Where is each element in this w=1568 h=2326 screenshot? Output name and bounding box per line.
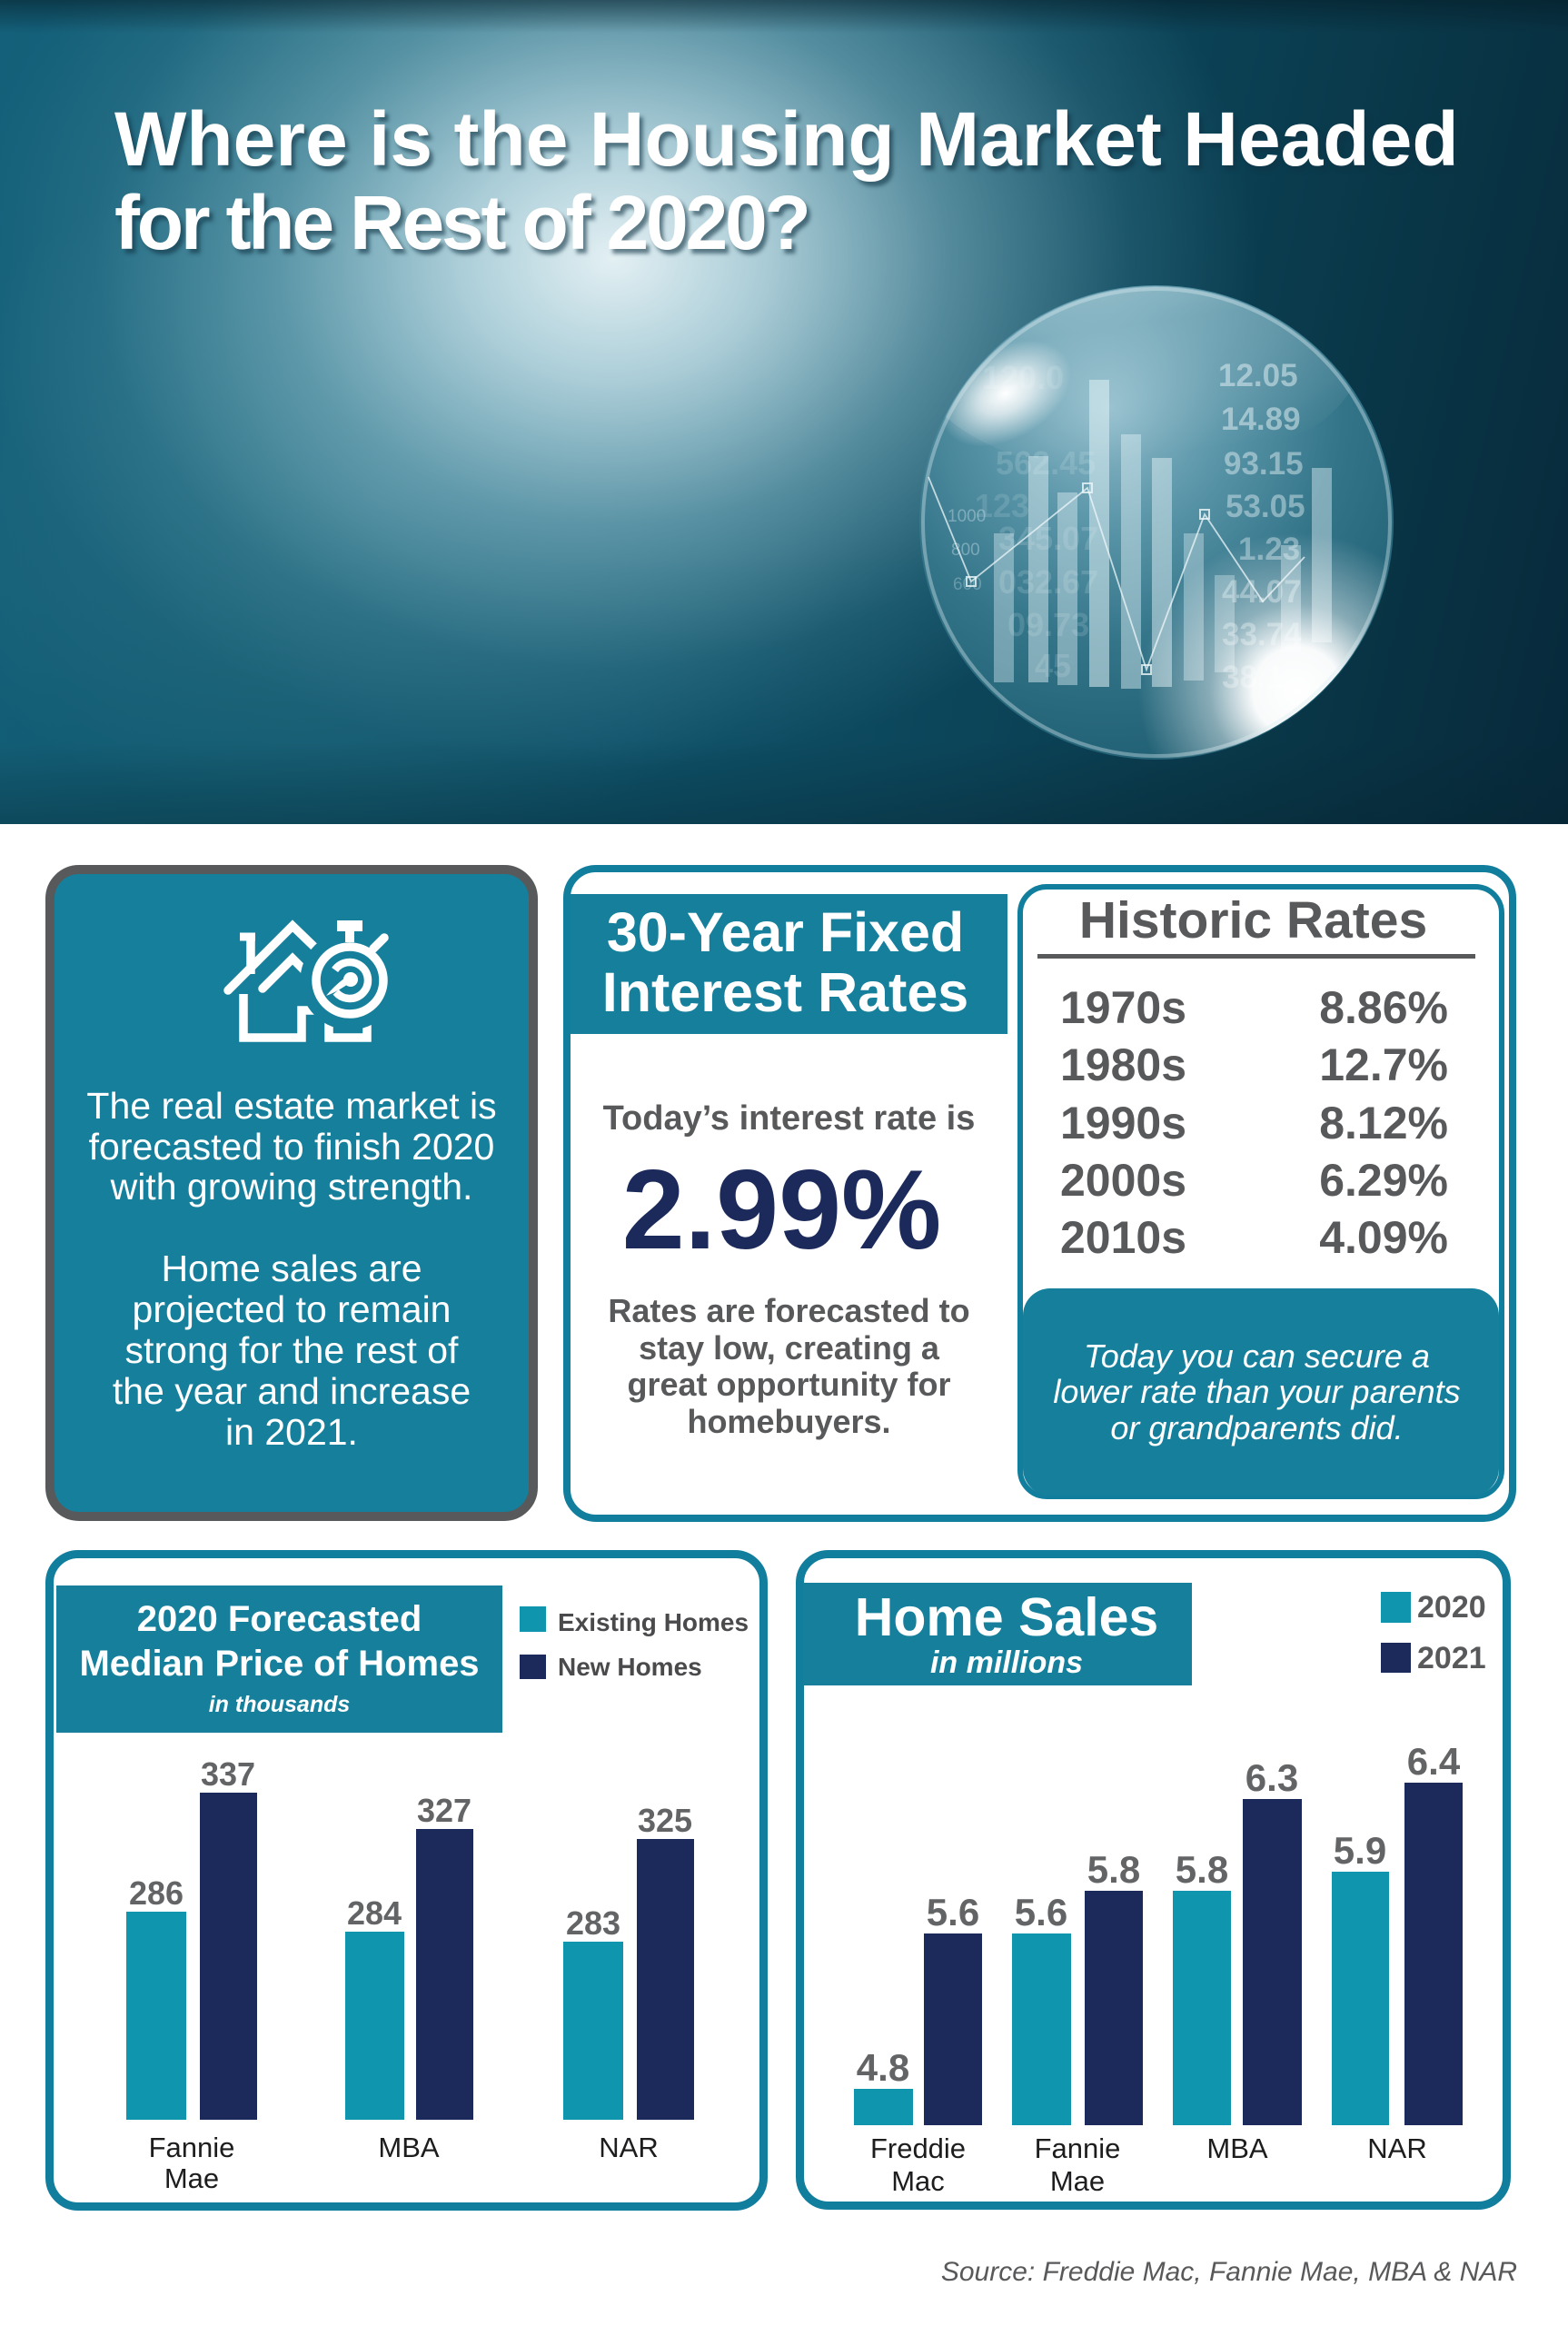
svg-text:800: 800 xyxy=(951,541,980,560)
svg-text:123: 123 xyxy=(975,487,1029,524)
svg-text:45: 45 xyxy=(1035,647,1071,684)
svg-text:1000: 1000 xyxy=(948,507,986,526)
svg-text:032.67: 032.67 xyxy=(998,563,1098,601)
svg-text:53.05: 53.05 xyxy=(1226,489,1305,524)
svg-text:345.07: 345.07 xyxy=(998,520,1098,557)
svg-text:09.73: 09.73 xyxy=(1007,606,1089,643)
